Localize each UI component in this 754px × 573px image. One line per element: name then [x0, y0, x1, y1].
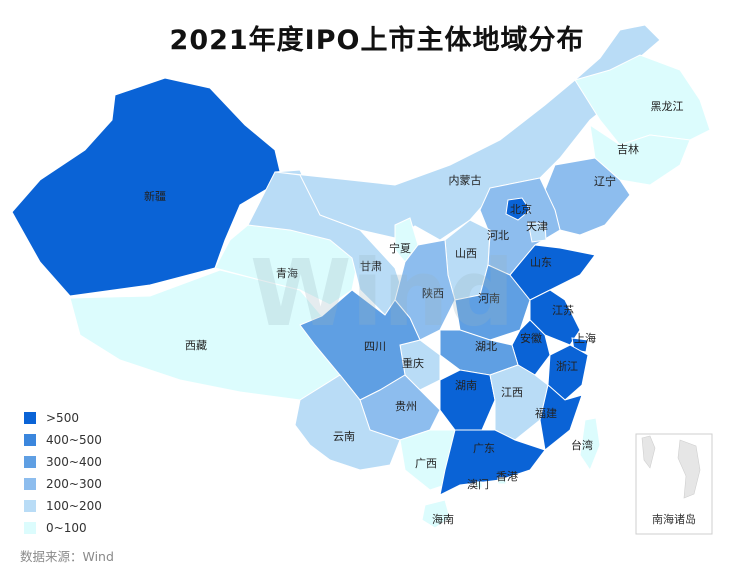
province-label-liaoning: 辽宁: [594, 174, 616, 188]
page-title: 2021年度IPO上市主体地域分布: [169, 25, 585, 56]
province-label-hunan: 湖南: [455, 379, 477, 392]
legend-swatch: [24, 500, 36, 512]
province-label-jilin: 吉林: [617, 142, 639, 156]
province-yunnan[interactable]: [294, 374, 401, 471]
map-legend: >500 400~500 300~400 200~300 100~200 0~100: [24, 407, 102, 539]
province-label-ningxia: 宁夏: [389, 241, 411, 255]
province-beijing[interactable]: [505, 197, 531, 221]
province-label-hainan: 海南: [432, 512, 454, 526]
province-label-shaanxi: 陕西: [422, 286, 444, 300]
inset-island-shape: [677, 439, 701, 499]
data-source: 数据来源：Wind: [20, 549, 114, 564]
legend-item[interactable]: >500: [24, 407, 102, 429]
province-label-chongqing: 重庆: [402, 356, 424, 370]
province-label-macau: 澳门: [467, 477, 489, 491]
province-label-jiangsu: 江苏: [552, 304, 574, 317]
province-hunan[interactable]: [439, 369, 496, 431]
province-label-fujian: 福建: [535, 406, 557, 420]
province-label-guizhou: 贵州: [395, 400, 417, 413]
legend-swatch: [24, 456, 36, 468]
province-heilongjiang[interactable]: [574, 54, 711, 146]
legend-swatch: [24, 478, 36, 490]
province-label-gansu: 甘肃: [360, 260, 382, 273]
province-hongkong[interactable]: [497, 477, 507, 485]
province-tianjin[interactable]: [527, 221, 547, 243]
province-label-beijing: 北京: [510, 202, 532, 216]
legend-label: 300~400: [46, 455, 102, 469]
province-label-hebei: 河北: [487, 229, 509, 242]
legend-item[interactable]: 400~500: [24, 429, 102, 451]
province-shapes: [11, 24, 711, 529]
province-label-xinjiang: 新疆: [144, 189, 166, 203]
legend-swatch: [24, 412, 36, 424]
province-label-guangdong: 广东: [473, 442, 495, 455]
province-xinjiang[interactable]: [11, 77, 283, 297]
legend-item[interactable]: 300~400: [24, 451, 102, 473]
legend-label: 400~500: [46, 433, 102, 447]
province-label-xizang: 西藏: [185, 339, 207, 352]
legend-label: 0~100: [46, 521, 87, 535]
province-taiwan[interactable]: [579, 417, 601, 472]
province-hainan[interactable]: [421, 499, 451, 529]
province-label-qinghai: 青海: [276, 266, 298, 280]
legend-swatch: [24, 522, 36, 534]
inset-label: 南海诸岛: [652, 512, 696, 526]
legend-item[interactable]: 100~200: [24, 495, 102, 517]
inset-coast-shape: [641, 435, 656, 469]
south-china-sea-inset: 南海诸岛: [635, 433, 713, 535]
province-label-henan: 河南: [478, 292, 500, 305]
legend-item[interactable]: 200~300: [24, 473, 102, 495]
legend-swatch: [24, 434, 36, 446]
province-label-tianjin: 天津: [526, 220, 548, 233]
province-label-zhejiang: 浙江: [556, 360, 578, 373]
province-macau[interactable]: [475, 481, 483, 489]
legend-item[interactable]: 0~100: [24, 517, 102, 539]
province-label-shandong: 山东: [530, 256, 552, 269]
province-label-sichuan: 四川: [364, 340, 386, 353]
province-label-taiwan: 台湾: [571, 438, 593, 452]
province-label-hubei: 湖北: [475, 340, 497, 353]
province-label-jiangxi: 江西: [501, 386, 523, 399]
province-label-heilongjiang: 黑龙江: [651, 100, 684, 113]
province-jiangxi[interactable]: [489, 364, 549, 441]
watermark: Wind: [250, 240, 515, 347]
province-label-guangxi: 广西: [415, 457, 437, 470]
province-label-neimenggu: 内蒙古: [449, 173, 482, 187]
province-label-shanghai: 上海: [574, 331, 596, 345]
province-label-yunnan: 云南: [333, 430, 355, 443]
province-label-hongkong: 香港: [496, 470, 518, 483]
province-label-shanxi: 山西: [455, 247, 477, 260]
province-guangdong[interactable]: [439, 429, 546, 496]
legend-label: >500: [46, 411, 79, 425]
legend-label: 100~200: [46, 499, 102, 513]
province-label-anhui: 安徽: [520, 331, 542, 345]
legend-label: 200~300: [46, 477, 102, 491]
